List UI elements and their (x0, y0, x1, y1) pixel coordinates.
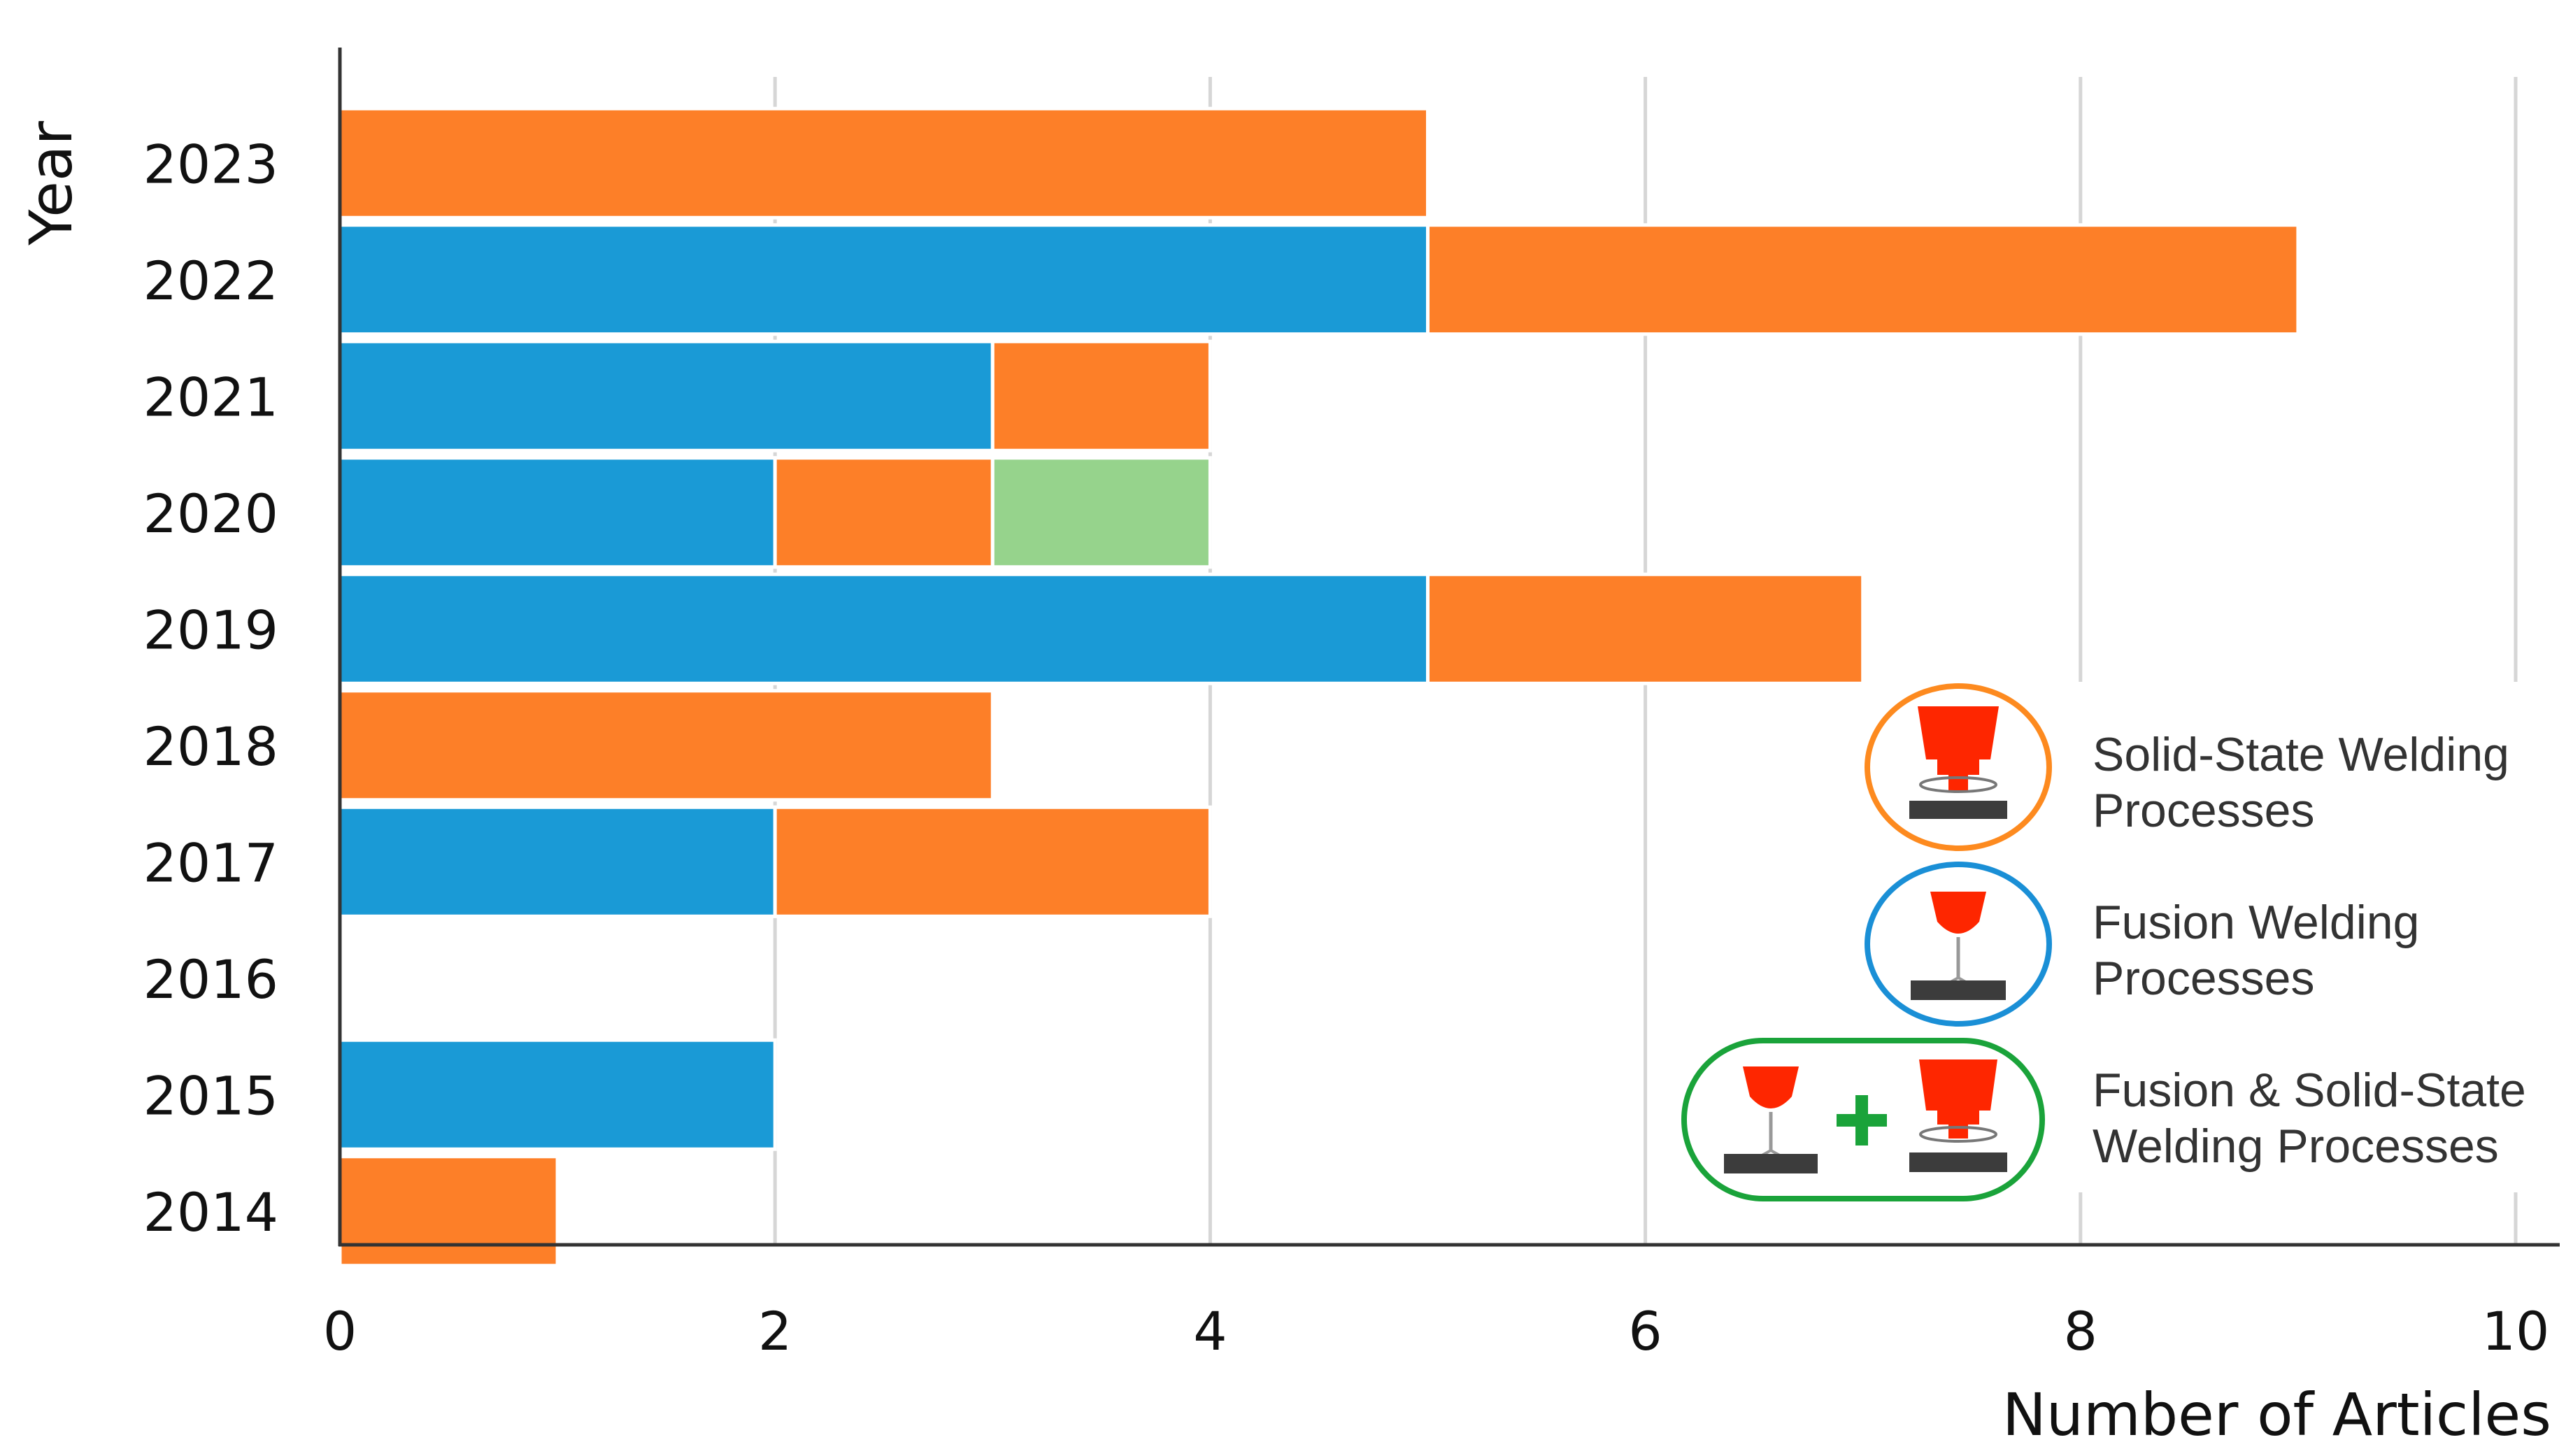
fusion-torch-icon (1911, 892, 2006, 1000)
x-tick-label-4: 4 (1193, 1300, 1227, 1362)
bar-2017-series-1 (773, 805, 1212, 918)
y-tick-label-2019: 2019 (143, 599, 278, 661)
x-tick-label-0: 0 (323, 1300, 357, 1362)
bar-2020-series-0 (338, 456, 777, 569)
bar-2021-series-1 (990, 339, 1212, 452)
bar-2014-series-1 (338, 1155, 559, 1268)
legend-item-fusion: Fusion Welding Processes (1865, 862, 2419, 1027)
bar-2021-series-0 (338, 339, 995, 452)
x-tick-label-10: 10 (2482, 1300, 2550, 1362)
legend-background (1658, 682, 2567, 1192)
legend-label-line2: Welding Processes (2093, 1120, 2499, 1173)
bar-2020-series-1 (773, 456, 995, 569)
friction-stir-tool-icon (1909, 706, 2007, 819)
x-axis-title: Number of Articles (2002, 1380, 2551, 1449)
bar-2023-series-1 (338, 106, 1430, 220)
legend-item-hybrid: Fusion & Solid-State Welding Processes (1681, 1038, 2526, 1201)
y-tick-label-2021: 2021 (143, 366, 278, 428)
y-tick-label-2023: 2023 (143, 133, 278, 195)
y-tick-labels: 2023 2022 2021 2020 2019 2018 2017 2016 2015 2014 (143, 133, 278, 1243)
y-tick-label-2015: 2015 (143, 1064, 278, 1127)
y-tick-label-2016: 2016 (143, 948, 278, 1011)
bar-2015-series-0 (338, 1038, 777, 1151)
x-tick-label-2: 2 (758, 1300, 792, 1362)
bar-2017-series-0 (338, 805, 777, 918)
legend-label-line2: Processes (2093, 784, 2314, 837)
y-tick-label-2022: 2022 (143, 250, 278, 312)
legend-ring (1681, 1038, 2045, 1201)
bar-2018-series-1 (338, 689, 995, 802)
legend-label-line1: Fusion & Solid-State (2093, 1064, 2526, 1117)
y-tick-label-2014: 2014 (143, 1181, 278, 1243)
bar-2019-series-0 (338, 572, 1430, 685)
legend-label-line1: Fusion Welding (2093, 896, 2419, 949)
legend-item-solid-state: Solid-State Welding Processes (1865, 683, 2509, 851)
x-tick-label-8: 8 (2064, 1300, 2097, 1362)
bars (338, 106, 2300, 1268)
bar-2022-series-0 (338, 223, 1430, 336)
bar-2022-series-1 (1426, 223, 2300, 336)
bar-2019-series-1 (1426, 572, 1865, 685)
x-tick-labels: 0 2 4 6 8 10 (323, 1300, 2550, 1362)
legend: Solid-State Welding Processes Fusion Wel… (1658, 682, 2567, 1201)
y-tick-label-2020: 2020 (143, 483, 278, 545)
legend-ring (1865, 862, 2052, 1027)
legend-ring (1865, 683, 2052, 851)
axes (338, 48, 2560, 1247)
y-tick-label-2018: 2018 (143, 715, 278, 778)
hybrid-welding-icon (1724, 1059, 2007, 1173)
x-tick-label-6: 6 (1628, 1300, 1662, 1362)
bar-2020-series-2 (990, 456, 1212, 569)
plus-icon (1837, 1095, 1887, 1145)
y-tick-label-2017: 2017 (143, 832, 278, 894)
legend-label-line2: Processes (2093, 952, 2314, 1005)
y-axis-title: Year (17, 121, 85, 246)
legend-label-line1: Solid-State Welding (2093, 728, 2509, 781)
